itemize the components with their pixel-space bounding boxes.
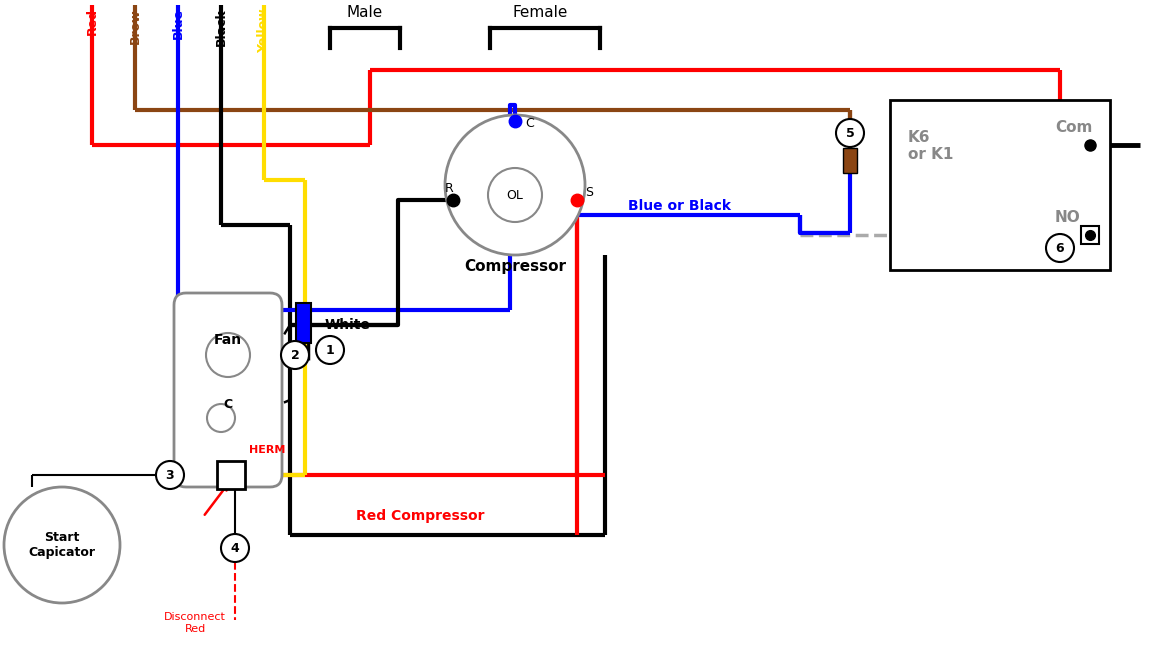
Text: OL: OL <box>507 188 523 202</box>
Circle shape <box>317 336 345 364</box>
Circle shape <box>1047 234 1075 262</box>
Circle shape <box>281 341 310 369</box>
Circle shape <box>221 534 249 562</box>
Circle shape <box>445 115 585 255</box>
Bar <box>843 148 857 173</box>
Text: Compressor: Compressor <box>464 259 566 274</box>
Text: 6: 6 <box>1056 242 1064 255</box>
Text: R: R <box>445 182 453 194</box>
Circle shape <box>4 487 120 603</box>
Text: Blue or Black: Blue or Black <box>628 199 731 213</box>
Text: S: S <box>585 186 593 198</box>
Text: Red: Red <box>85 8 98 35</box>
Text: 5: 5 <box>846 126 854 140</box>
Text: Blue: Blue <box>172 8 185 39</box>
Text: NO: NO <box>1055 210 1080 225</box>
FancyBboxPatch shape <box>174 293 281 487</box>
Text: 2: 2 <box>291 349 299 361</box>
Bar <box>890 100 1110 270</box>
Text: Com: Com <box>1055 120 1092 135</box>
Bar <box>217 461 245 489</box>
Text: Male: Male <box>347 5 383 20</box>
Text: Black: Black <box>215 8 228 45</box>
Text: Female: Female <box>513 5 568 20</box>
Text: 4: 4 <box>230 542 239 554</box>
Text: HERM: HERM <box>249 445 285 455</box>
Text: 3: 3 <box>166 468 174 482</box>
Bar <box>296 303 311 343</box>
Bar <box>1082 226 1099 244</box>
Text: Disconnect
Red: Disconnect Red <box>164 612 225 634</box>
Text: C: C <box>524 116 534 130</box>
Text: Brow: Brow <box>128 8 141 43</box>
Text: 1: 1 <box>326 343 334 357</box>
Text: Yellow: Yellow <box>257 8 271 53</box>
Circle shape <box>836 119 864 147</box>
Text: C: C <box>223 397 232 411</box>
Text: Fan: Fan <box>214 333 242 347</box>
Text: Start
Capicator: Start Capicator <box>28 531 96 559</box>
Circle shape <box>488 168 542 222</box>
Circle shape <box>207 404 235 432</box>
Circle shape <box>157 461 185 489</box>
Text: Red Compressor: Red Compressor <box>356 509 485 523</box>
Text: White: White <box>325 318 370 332</box>
Text: K6
or K1: K6 or K1 <box>908 130 953 162</box>
